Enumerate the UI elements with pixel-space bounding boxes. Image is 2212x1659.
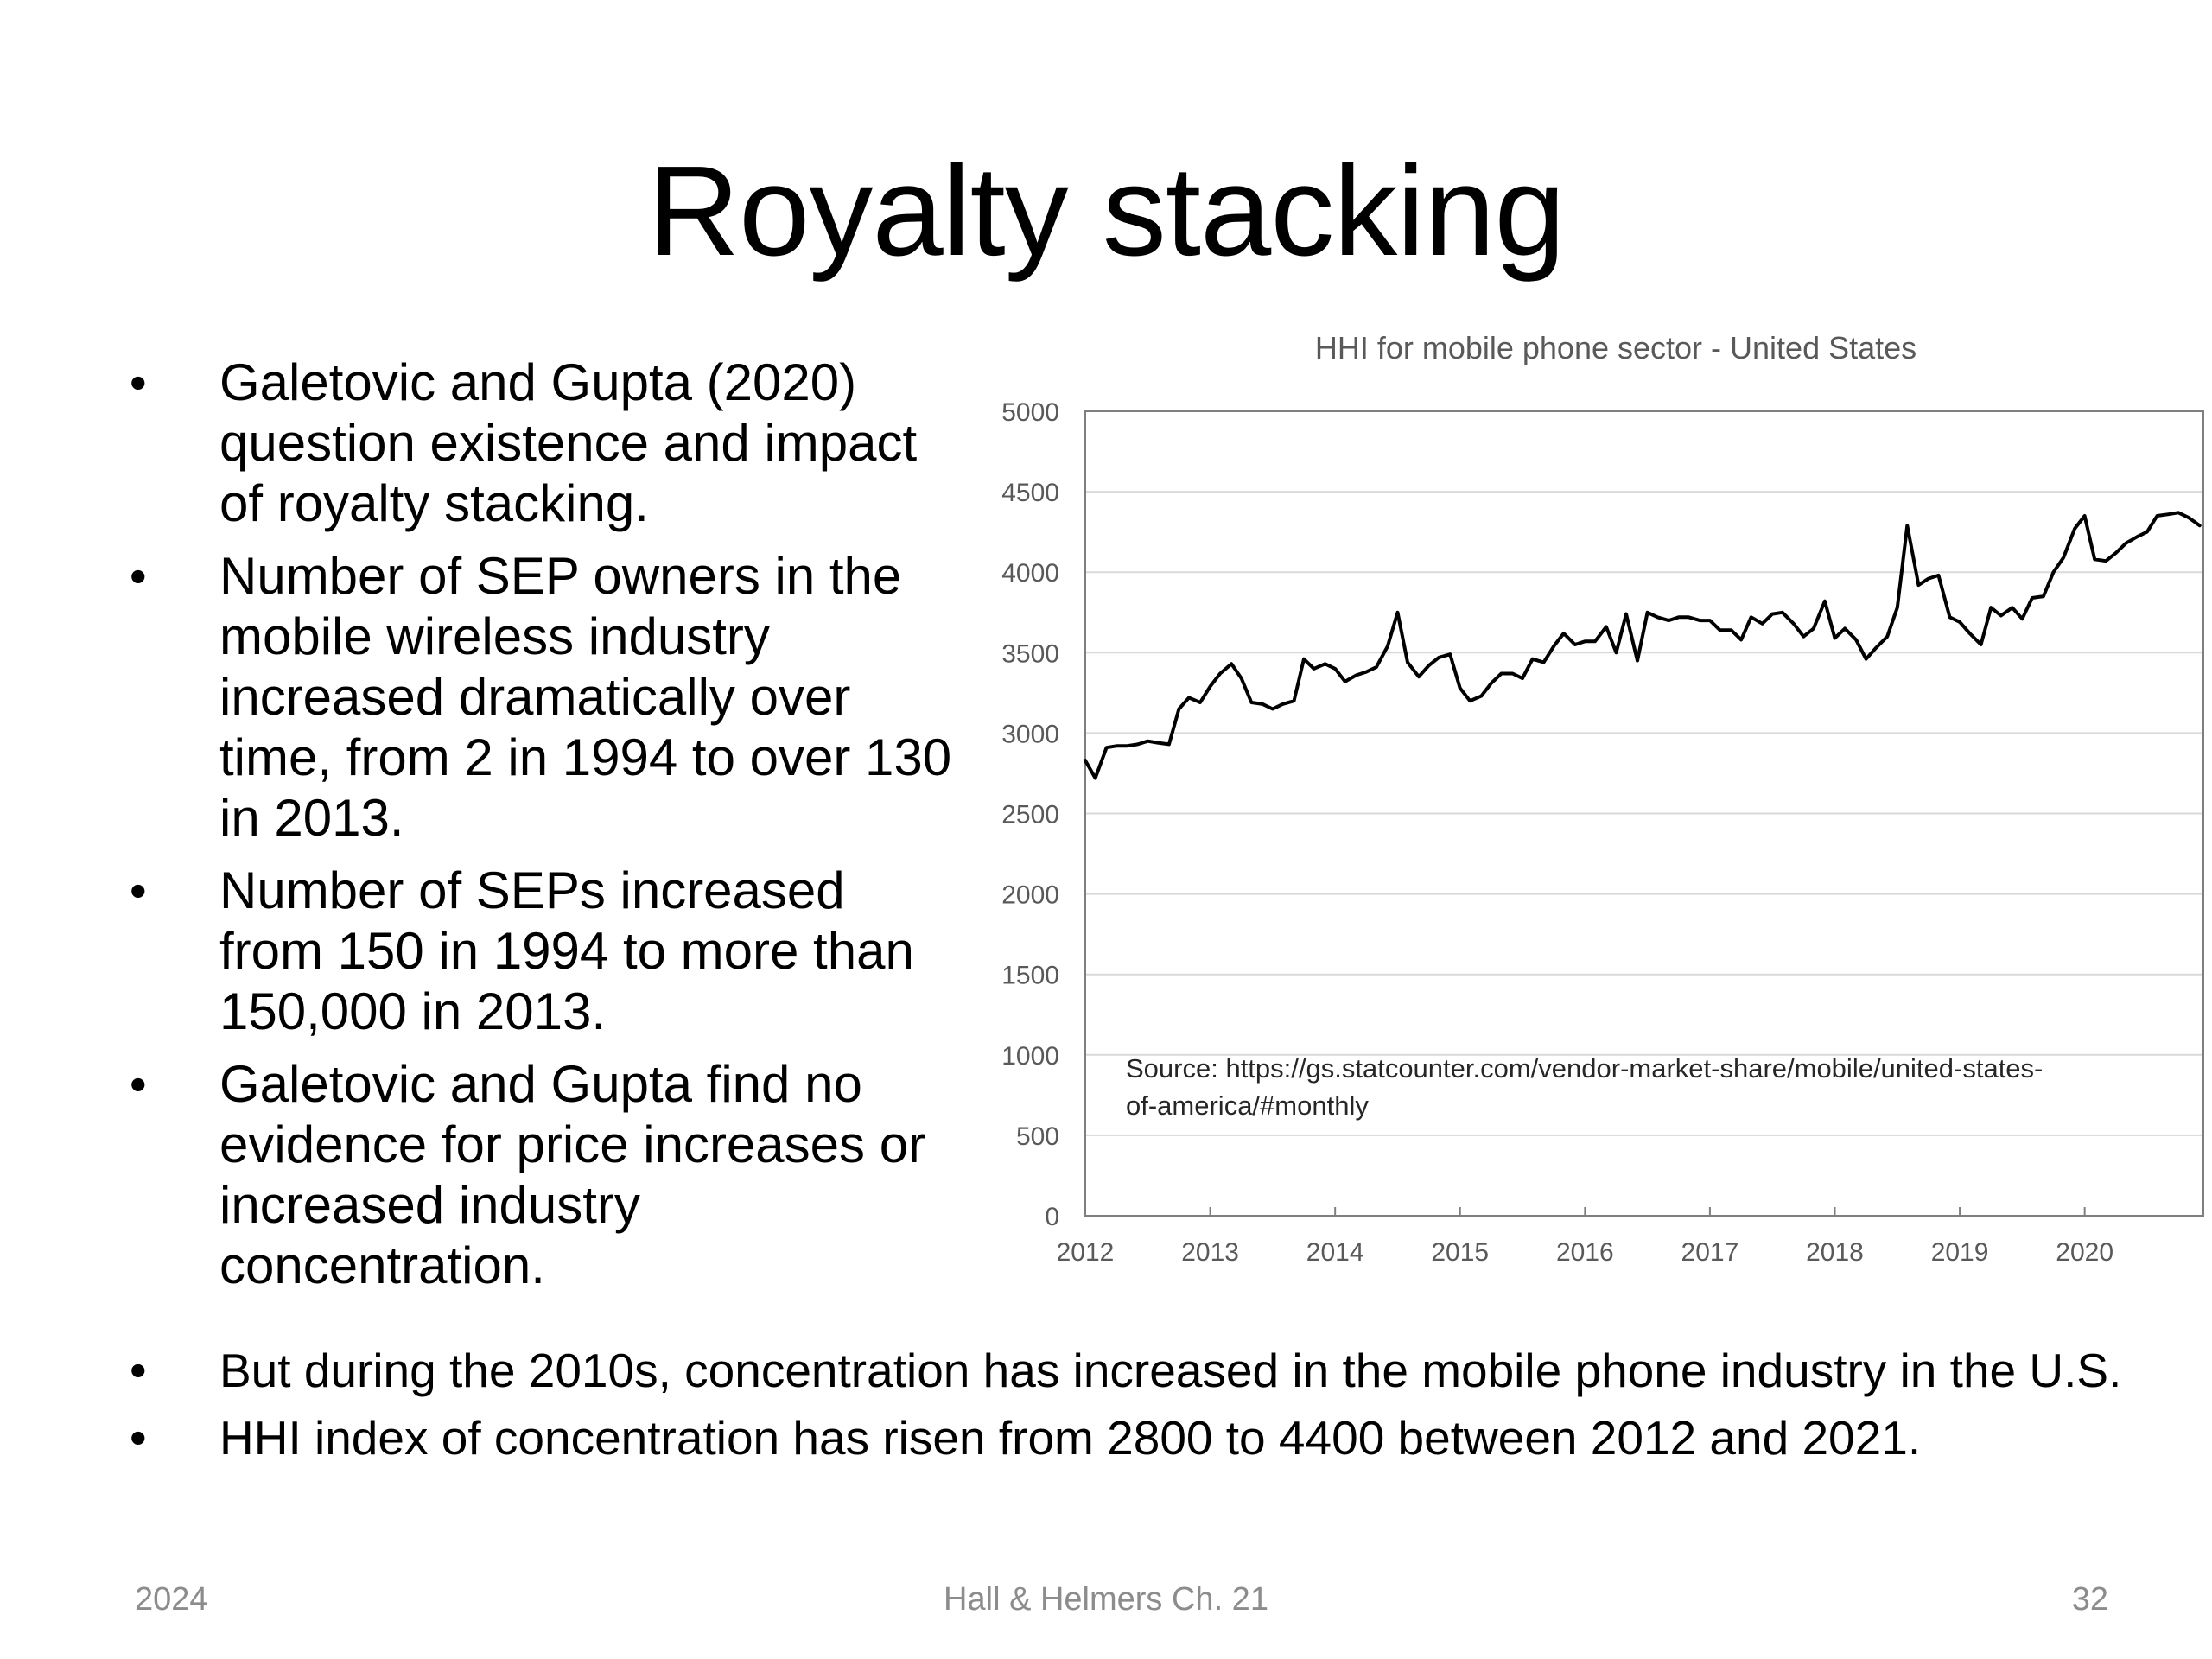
bullet-dot: •	[130, 355, 147, 410]
bottom-bullet-list: • But during the 2010s, concentration ha…	[130, 1344, 2203, 1478]
left-bullet-list: • Galetovic and Gupta (2020) question ex…	[130, 353, 959, 1308]
x-tick-label: 2018	[1806, 1238, 1864, 1267]
x-tick-label: 2020	[2056, 1238, 2113, 1267]
bullet-text: Number of SEP owners in the mobile wirel…	[219, 547, 952, 847]
bullet-text: Galetovic and Gupta find no evidence for…	[219, 1055, 926, 1294]
x-tick-label: 2019	[1931, 1238, 1989, 1267]
bullet-text: HHI index of concentration has risen fro…	[219, 1411, 1922, 1465]
bullet-item: • Galetovic and Gupta (2020) question ex…	[130, 353, 959, 534]
x-tick-label: 2015	[1431, 1238, 1489, 1267]
y-tick-label: 3000	[1001, 720, 1059, 748]
footer-source: Hall & Helmers Ch. 21	[944, 1581, 1268, 1618]
y-tick-label: 1500	[1001, 962, 1059, 990]
x-tick-label: 2013	[1181, 1238, 1239, 1267]
y-tick-label: 500	[1016, 1122, 1059, 1151]
bullet-item: • Number of SEPs increased from 150 in 1…	[130, 861, 959, 1042]
x-tick-label: 2012	[1057, 1238, 1115, 1267]
y-tick-label: 1000	[1001, 1042, 1059, 1071]
bullet-item: • But during the 2010s, concentration ha…	[130, 1343, 2203, 1398]
hhi-series-points	[1085, 512, 2200, 778]
slide-title: Royalty stacking	[647, 140, 1566, 283]
footer-page-number: 32	[2071, 1581, 2108, 1618]
bullet-dot: •	[130, 1410, 147, 1465]
source-annotation-line-2: of-america/#monthly	[1126, 1090, 1369, 1121]
chart-axis-ticks	[1084, 1207, 2086, 1216]
bullet-dot: •	[130, 863, 147, 918]
source-annotation-line-1: Source: https://gs.statcounter.com/vendo…	[1126, 1053, 2043, 1084]
bullet-text: But during the 2010s, concentration has …	[219, 1344, 2122, 1397]
bullet-item: • Galetovic and Gupta find no evidence f…	[130, 1054, 959, 1296]
x-tick-label: 2016	[1556, 1238, 1614, 1267]
footer-year: 2024	[135, 1581, 208, 1618]
bullet-text: Number of SEPs increased from 150 in 199…	[219, 861, 914, 1040]
bullet-dot: •	[130, 1057, 147, 1111]
x-axis-tick-labels: 2012 2013 2014 2015 2016 2017 2018 2019 2020	[1057, 1238, 2113, 1267]
x-tick-label: 2014	[1306, 1238, 1364, 1267]
y-tick-label: 2000	[1001, 881, 1059, 910]
bullet-dot: •	[130, 1343, 147, 1397]
x-tick-label: 2017	[1681, 1238, 1739, 1267]
bullet-dot: •	[130, 549, 147, 603]
y-tick-label: 2500	[1001, 801, 1059, 830]
y-tick-label: 4500	[1001, 479, 1059, 507]
y-tick-label: 4000	[1001, 559, 1059, 588]
hhi-series-line	[1084, 511, 2202, 780]
hhi-chart-svg: HHI for mobile phone sector - United Sta…	[1001, 330, 2204, 1267]
chart-gridlines	[1085, 491, 2203, 1136]
plot-area-frame	[1084, 410, 2204, 1217]
chart-title: HHI for mobile phone sector - United Sta…	[1315, 330, 1916, 365]
bullet-item: • HHI index of concentration has risen f…	[130, 1411, 2203, 1465]
bullet-text: Galetovic and Gupta (2020) question exis…	[219, 353, 918, 532]
y-tick-label: 0	[1045, 1203, 1059, 1231]
bullet-item: • Number of SEP owners in the mobile wir…	[130, 546, 959, 849]
hhi-chart: HHI for mobile phone sector - United Sta…	[959, 320, 2212, 1296]
y-tick-label: 3500	[1001, 639, 1059, 668]
y-tick-label: 5000	[1001, 398, 1059, 427]
y-axis-tick-labels: 0 500 1000 1500 2000 2500 3000 3500 4000 4500 5000	[1001, 398, 1059, 1231]
